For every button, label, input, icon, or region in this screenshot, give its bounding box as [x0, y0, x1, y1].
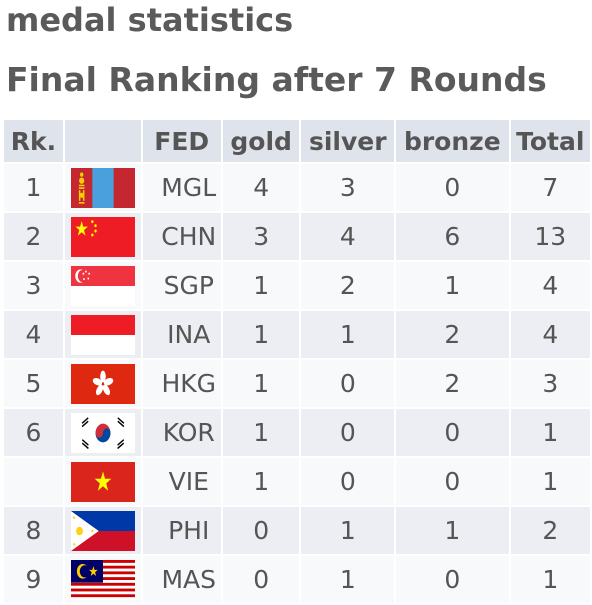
header-fed[interactable]: FED	[142, 120, 221, 162]
table-row: VIE 1 0 0 1	[4, 458, 590, 505]
bronze-count: 6	[396, 213, 509, 260]
table-row: 4 INA 1 1 2 4	[4, 311, 590, 358]
silver-count: 1	[301, 311, 395, 358]
silver-count: 1	[301, 556, 395, 603]
gold-count: 4	[222, 164, 300, 211]
bronze-count: 1	[396, 507, 509, 554]
table-row: 6	[4, 409, 590, 456]
total-count: 1	[510, 556, 590, 603]
rank-cell	[4, 458, 63, 505]
header-silver[interactable]: silver	[301, 120, 395, 162]
table-row: 5 HKG 1 0 2 3	[4, 360, 590, 407]
header-gold[interactable]: gold	[222, 120, 300, 162]
flag-cell	[64, 213, 141, 260]
silver-count: 0	[301, 409, 395, 456]
rank-cell: 3	[4, 262, 63, 309]
fed-code[interactable]: PHI	[142, 507, 221, 554]
rank-cell: 2	[4, 213, 63, 260]
flag-cell	[64, 507, 141, 554]
table-row: 9	[4, 556, 590, 603]
total-count: 2	[510, 507, 590, 554]
total-count: 7	[510, 164, 590, 211]
table-row: 8 PHI 0 1 1 2	[4, 507, 590, 554]
table-row: 2 CHN 3 4 6 13	[4, 213, 590, 260]
fed-code[interactable]: CHN	[142, 213, 221, 260]
fed-code[interactable]: MGL	[142, 164, 221, 211]
medal-table: Rk. FED gold silver bronze Total 1	[2, 118, 592, 605]
fed-code[interactable]: MAS	[142, 556, 221, 603]
fed-code[interactable]: HKG	[142, 360, 221, 407]
rank-cell: 8	[4, 507, 63, 554]
fed-code[interactable]: KOR	[142, 409, 221, 456]
flag-cell	[64, 458, 141, 505]
silver-count: 4	[301, 213, 395, 260]
table-row: 1 MGL 4	[4, 164, 590, 211]
gold-count: 1	[222, 409, 300, 456]
silver-count: 1	[301, 507, 395, 554]
korea-flag-icon	[70, 412, 135, 453]
page-title: medal statistics	[6, 1, 294, 39]
silver-count: 2	[301, 262, 395, 309]
bronze-count: 1	[396, 262, 509, 309]
flag-cell	[64, 409, 141, 456]
bronze-count: 0	[396, 556, 509, 603]
rank-cell: 5	[4, 360, 63, 407]
rank-cell: 9	[4, 556, 63, 603]
rank-cell: 6	[4, 409, 63, 456]
rank-cell: 4	[4, 311, 63, 358]
flag-cell	[64, 360, 141, 407]
silver-count: 0	[301, 360, 395, 407]
total-count: 4	[510, 311, 590, 358]
philippines-flag-icon	[70, 510, 135, 551]
table-row: 3 SGP 1 2 1	[4, 262, 590, 309]
mongolia-flag-icon	[70, 167, 135, 208]
flag-cell	[64, 262, 141, 309]
silver-count: 3	[301, 164, 395, 211]
gold-count: 1	[222, 262, 300, 309]
header-total[interactable]: Total	[510, 120, 590, 162]
gold-count: 0	[222, 507, 300, 554]
flag-cell	[64, 164, 141, 211]
total-count: 1	[510, 458, 590, 505]
page-subtitle: Final Ranking after 7 Rounds	[6, 60, 547, 99]
gold-count: 1	[222, 458, 300, 505]
bronze-count: 0	[396, 409, 509, 456]
header-bronze[interactable]: bronze	[396, 120, 509, 162]
total-count: 1	[510, 409, 590, 456]
flag-cell	[64, 556, 141, 603]
gold-count: 3	[222, 213, 300, 260]
bronze-count: 2	[396, 360, 509, 407]
flag-cell	[64, 311, 141, 358]
total-count: 3	[510, 360, 590, 407]
fed-code[interactable]: INA	[142, 311, 221, 358]
silver-count: 0	[301, 458, 395, 505]
bronze-count: 0	[396, 164, 509, 211]
bronze-count: 0	[396, 458, 509, 505]
malaysia-flag-icon	[70, 559, 135, 600]
total-count: 13	[510, 213, 590, 260]
singapore-flag-icon	[70, 265, 135, 306]
fed-code[interactable]: SGP	[142, 262, 221, 309]
bronze-count: 2	[396, 311, 509, 358]
indonesia-flag-icon	[70, 314, 135, 355]
vietnam-flag-icon	[70, 461, 135, 502]
hong-kong-flag-icon	[70, 363, 135, 404]
gold-count: 0	[222, 556, 300, 603]
china-flag-icon	[70, 216, 135, 257]
gold-count: 1	[222, 360, 300, 407]
rank-cell: 1	[4, 164, 63, 211]
gold-count: 1	[222, 311, 300, 358]
header-flag	[64, 120, 141, 162]
table-header-row: Rk. FED gold silver bronze Total	[4, 120, 590, 162]
header-rank[interactable]: Rk.	[4, 120, 63, 162]
total-count: 4	[510, 262, 590, 309]
fed-code[interactable]: VIE	[142, 458, 221, 505]
